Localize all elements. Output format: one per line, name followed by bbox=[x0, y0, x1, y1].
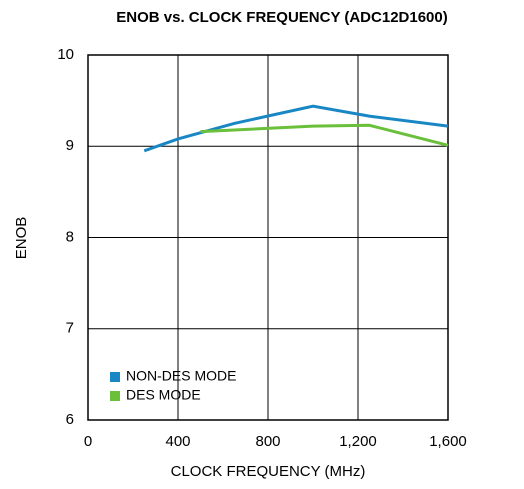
series-line bbox=[200, 123, 449, 147]
y-tick-label: 10 bbox=[57, 46, 74, 63]
y-tick-label: 6 bbox=[66, 411, 74, 428]
legend-label: NON-DES MODE bbox=[126, 368, 236, 384]
y-tick-label: 7 bbox=[66, 320, 74, 337]
plot-border bbox=[87, 54, 449, 421]
x-tick-label: 1,200 bbox=[339, 433, 377, 450]
y-axis-label: ENOB bbox=[13, 217, 30, 260]
series-line bbox=[143, 104, 449, 153]
x-tick-label: 800 bbox=[255, 433, 280, 450]
legend-swatch bbox=[110, 372, 120, 382]
chart-title: ENOB vs. CLOCK FREQUENCY (ADC12D1600) bbox=[116, 9, 447, 26]
y-tick-label: 8 bbox=[66, 228, 74, 245]
x-tick-label: 0 bbox=[84, 433, 92, 450]
x-tick-label: 1,600 bbox=[429, 433, 467, 450]
x-axis-label: CLOCK FREQUENCY (MHz) bbox=[171, 463, 366, 480]
legend-label: DES MODE bbox=[126, 387, 201, 403]
legend-swatch bbox=[110, 391, 120, 401]
x-tick-label: 400 bbox=[165, 433, 190, 450]
y-tick-label: 9 bbox=[66, 137, 74, 154]
